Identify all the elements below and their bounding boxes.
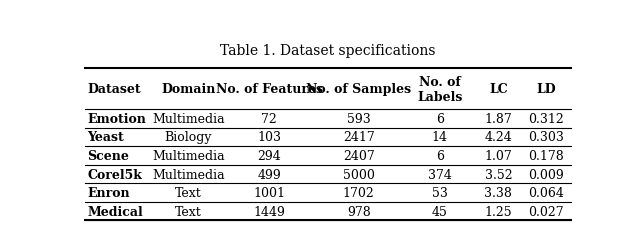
Text: No. of Samples: No. of Samples (306, 83, 412, 96)
Text: 2417: 2417 (343, 131, 374, 144)
Text: No. of Features: No. of Features (216, 83, 323, 96)
Text: LC: LC (489, 83, 508, 96)
Text: Corel5k: Corel5k (88, 168, 142, 181)
Text: 103: 103 (257, 131, 282, 144)
Text: 0.027: 0.027 (528, 205, 564, 218)
Text: 1.25: 1.25 (484, 205, 512, 218)
Text: 6: 6 (436, 113, 444, 125)
Text: Multimedia: Multimedia (152, 113, 225, 125)
Text: 5000: 5000 (343, 168, 374, 181)
Text: 499: 499 (257, 168, 281, 181)
Text: Table 1. Dataset specifications: Table 1. Dataset specifications (220, 44, 436, 58)
Text: Multimedia: Multimedia (152, 149, 225, 162)
Text: Enron: Enron (88, 186, 130, 199)
Text: 0.064: 0.064 (528, 186, 564, 199)
Text: 4.24: 4.24 (484, 131, 512, 144)
Text: 0.009: 0.009 (528, 168, 564, 181)
Text: No. of
Labels: No. of Labels (417, 76, 463, 103)
Text: LD: LD (536, 83, 556, 96)
Text: 53: 53 (432, 186, 448, 199)
Text: 3.38: 3.38 (484, 186, 513, 199)
Text: Text: Text (175, 205, 202, 218)
Text: 0.303: 0.303 (528, 131, 564, 144)
Text: 3.52: 3.52 (484, 168, 512, 181)
Text: 978: 978 (347, 205, 371, 218)
Text: 294: 294 (257, 149, 281, 162)
Text: 1449: 1449 (253, 205, 285, 218)
Text: 45: 45 (432, 205, 448, 218)
Text: 593: 593 (347, 113, 371, 125)
Text: 0.178: 0.178 (528, 149, 564, 162)
Text: 2407: 2407 (343, 149, 374, 162)
Text: Emotion: Emotion (88, 113, 147, 125)
Text: 1702: 1702 (343, 186, 374, 199)
Text: Multimedia: Multimedia (152, 168, 225, 181)
Text: Dataset: Dataset (88, 83, 141, 96)
Text: Medical: Medical (88, 205, 143, 218)
Text: 0.312: 0.312 (528, 113, 564, 125)
Text: 1.07: 1.07 (484, 149, 512, 162)
Text: Scene: Scene (88, 149, 129, 162)
Text: 14: 14 (432, 131, 448, 144)
Text: 6: 6 (436, 149, 444, 162)
Text: 1.87: 1.87 (484, 113, 512, 125)
Text: 1001: 1001 (253, 186, 285, 199)
Text: Domain: Domain (161, 83, 216, 96)
Text: Biology: Biology (164, 131, 212, 144)
Text: 374: 374 (428, 168, 452, 181)
Text: 72: 72 (262, 113, 277, 125)
Text: Text: Text (175, 186, 202, 199)
Text: Yeast: Yeast (88, 131, 124, 144)
